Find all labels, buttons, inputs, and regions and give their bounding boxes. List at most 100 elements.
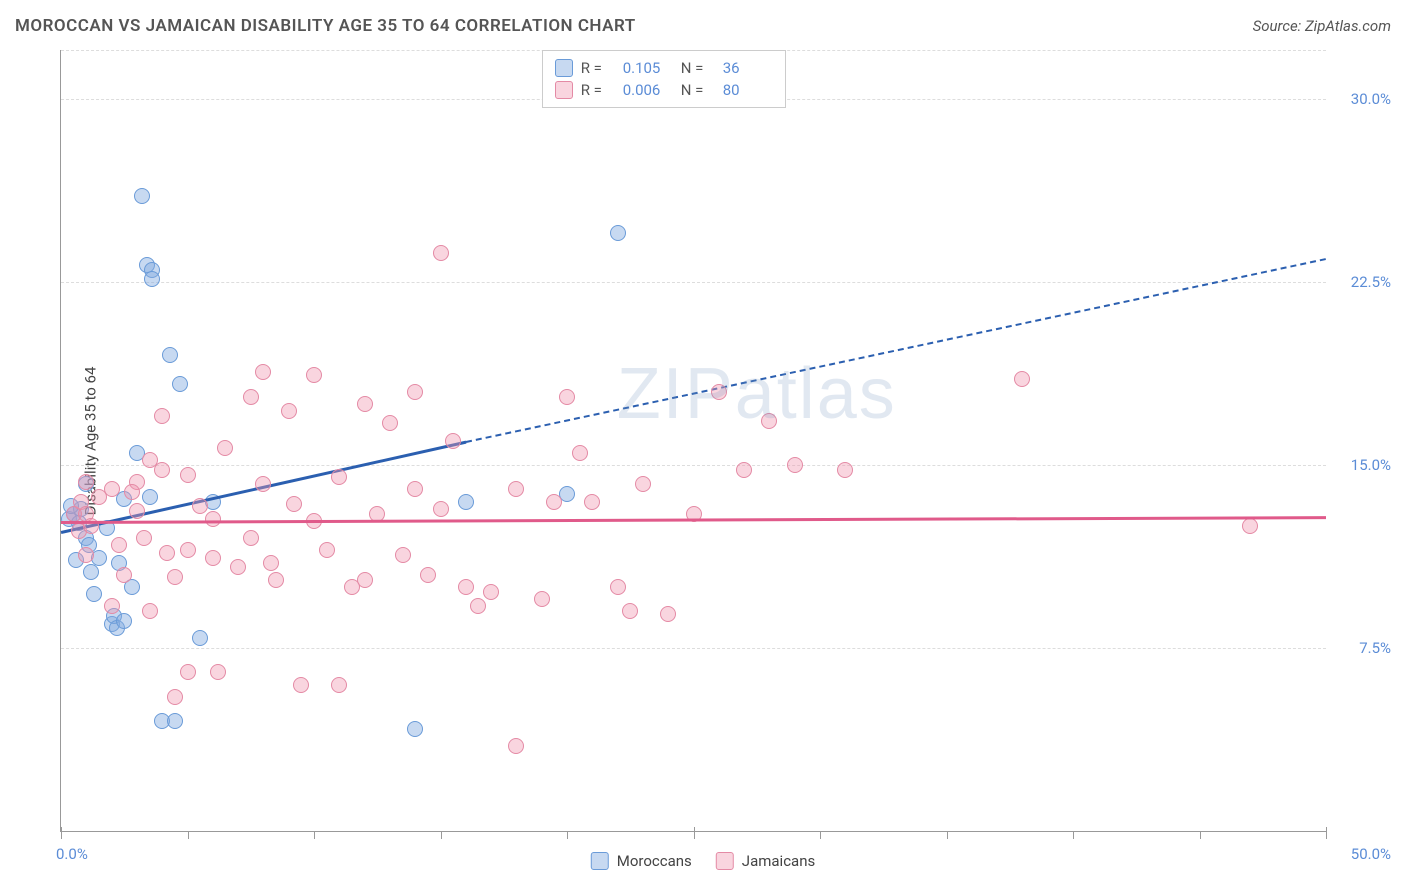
- scatter-point: [1014, 371, 1030, 387]
- scatter-point: [736, 462, 752, 478]
- scatter-point: [167, 569, 183, 585]
- scatter-point: [407, 721, 423, 737]
- x-tick: [567, 831, 568, 839]
- x-tick: [820, 831, 821, 839]
- scatter-point: [180, 664, 196, 680]
- scatter-point: [433, 501, 449, 517]
- scatter-point: [129, 503, 145, 519]
- scatter-point: [104, 481, 120, 497]
- scatter-point: [192, 498, 208, 514]
- x-tick: [1326, 827, 1327, 839]
- scatter-point: [559, 389, 575, 405]
- scatter-point: [230, 559, 246, 575]
- scatter-point: [433, 245, 449, 261]
- scatter-point: [83, 564, 99, 580]
- x-tick-label-min: 0.0%: [56, 845, 88, 863]
- scatter-point: [357, 572, 373, 588]
- scatter-point: [1242, 518, 1258, 534]
- legend-r-label: R =: [581, 59, 615, 77]
- scatter-point: [534, 591, 550, 607]
- scatter-point: [243, 389, 259, 405]
- scatter-point: [458, 494, 474, 510]
- scatter-point: [78, 547, 94, 563]
- scatter-point: [407, 481, 423, 497]
- scatter-point: [116, 567, 132, 583]
- legend-n-value-0: 36: [723, 59, 773, 77]
- legend-swatch-jamaicans: [716, 852, 734, 870]
- scatter-point: [154, 408, 170, 424]
- scatter-point: [635, 476, 651, 492]
- scatter-point: [192, 630, 208, 646]
- scatter-point: [610, 225, 626, 241]
- regression-line-extrapolation: [466, 257, 1327, 442]
- scatter-point: [319, 542, 335, 558]
- scatter-point: [357, 396, 373, 412]
- scatter-point: [167, 689, 183, 705]
- scatter-point: [293, 677, 309, 693]
- scatter-point: [572, 445, 588, 461]
- scatter-point: [546, 494, 562, 510]
- scatter-point: [306, 367, 322, 383]
- scatter-point: [116, 613, 132, 629]
- scatter-point: [86, 586, 102, 602]
- scatter-point: [458, 579, 474, 595]
- scatter-point: [255, 364, 271, 380]
- scatter-point: [144, 271, 160, 287]
- legend-label-1: Jamaicans: [742, 852, 815, 870]
- scatter-point: [142, 603, 158, 619]
- scatter-point: [837, 462, 853, 478]
- scatter-point: [255, 476, 271, 492]
- legend-r-value-0: 0.105: [623, 59, 673, 77]
- correlation-legend: R = 0.105 N = 36 R = 0.006 N = 80: [542, 50, 786, 108]
- scatter-point: [134, 188, 150, 204]
- chart-title: MOROCCAN VS JAMAICAN DISABILITY AGE 35 T…: [15, 16, 636, 36]
- legend-swatch-0: [555, 59, 573, 77]
- y-tick-label: 22.5%: [1336, 273, 1391, 291]
- scatter-point: [205, 550, 221, 566]
- scatter-point: [483, 584, 499, 600]
- chart-source: Source: ZipAtlas.com: [1253, 17, 1391, 35]
- x-tick: [61, 827, 62, 839]
- x-tick: [314, 831, 315, 839]
- scatter-point: [610, 579, 626, 595]
- y-tick-label: 30.0%: [1336, 90, 1391, 108]
- scatter-point: [180, 467, 196, 483]
- x-tick: [694, 827, 695, 839]
- scatter-point: [180, 542, 196, 558]
- scatter-point: [331, 677, 347, 693]
- gridline: [61, 648, 1326, 649]
- legend-r-value-1: 0.006: [623, 81, 673, 99]
- legend-row-series-1: R = 0.006 N = 80: [555, 79, 773, 101]
- chart-header: MOROCCAN VS JAMAICAN DISABILITY AGE 35 T…: [15, 10, 1391, 42]
- scatter-point: [445, 433, 461, 449]
- scatter-point: [268, 572, 284, 588]
- scatter-point: [104, 598, 120, 614]
- legend-n-label: N =: [681, 59, 715, 77]
- scatter-point: [281, 403, 297, 419]
- scatter-point: [382, 415, 398, 431]
- scatter-point: [395, 547, 411, 563]
- scatter-point: [167, 713, 183, 729]
- x-tick: [1200, 831, 1201, 839]
- scatter-point: [470, 598, 486, 614]
- scatter-point: [508, 738, 524, 754]
- scatter-point: [111, 537, 127, 553]
- scatter-point: [787, 457, 803, 473]
- scatter-point: [711, 384, 727, 400]
- legend-swatch-1: [555, 81, 573, 99]
- legend-item-1: Jamaicans: [716, 852, 815, 870]
- scatter-point: [124, 484, 140, 500]
- scatter-point: [243, 530, 259, 546]
- scatter-point: [407, 384, 423, 400]
- scatter-point: [622, 603, 638, 619]
- legend-label-0: Moroccans: [617, 852, 692, 870]
- scatter-point: [217, 440, 233, 456]
- scatter-point: [508, 481, 524, 497]
- scatter-point: [205, 511, 221, 527]
- scatter-point: [584, 494, 600, 510]
- series-legend: Moroccans Jamaicans: [591, 852, 815, 870]
- scatter-point: [142, 489, 158, 505]
- x-tick: [441, 831, 442, 839]
- scatter-point: [210, 664, 226, 680]
- gridline: [61, 282, 1326, 283]
